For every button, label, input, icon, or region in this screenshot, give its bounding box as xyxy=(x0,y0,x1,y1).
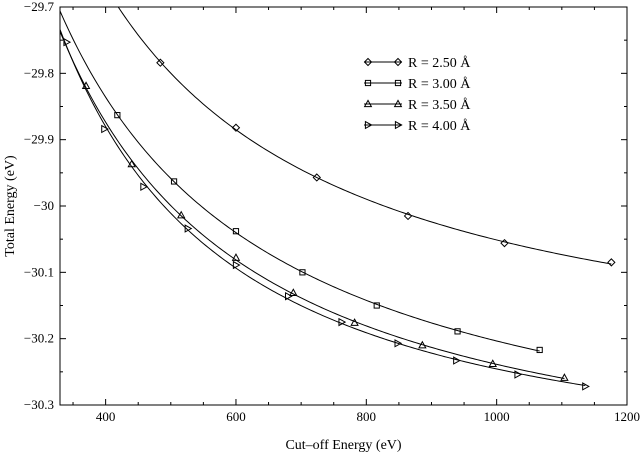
series-line xyxy=(60,31,565,380)
x-tick-label: 1000 xyxy=(484,409,510,424)
triangle-right-marker xyxy=(101,124,109,134)
x-tick-label: 400 xyxy=(96,409,116,424)
triangle-up-marker xyxy=(350,318,359,326)
y-tick-label: −29.8 xyxy=(24,65,54,80)
diamond-marker xyxy=(607,258,616,267)
triangle-up-marker xyxy=(393,99,403,108)
triangle-right-marker xyxy=(394,120,403,130)
square-marker xyxy=(299,269,306,276)
square-marker xyxy=(170,178,178,185)
square-marker xyxy=(373,302,380,309)
y-tick-label: −30.1 xyxy=(24,264,54,279)
diamond-marker xyxy=(393,57,403,67)
diamond-marker xyxy=(500,238,509,248)
square-marker xyxy=(454,328,461,335)
square-marker xyxy=(394,79,402,87)
series-markers xyxy=(63,37,616,391)
diamond-marker xyxy=(156,58,165,67)
triangle-up-marker xyxy=(418,340,427,349)
y-tick-label: −30 xyxy=(34,198,54,213)
plot-frame xyxy=(59,6,628,406)
x-tick-label: 600 xyxy=(226,409,246,424)
y-tick-label: −29.7 xyxy=(24,0,55,14)
y-axis-title: Total Energy (eV) xyxy=(3,155,18,257)
y-tick-label: −29.9 xyxy=(24,132,54,147)
square-marker xyxy=(536,346,543,354)
y-tick-label: −30.2 xyxy=(24,331,54,346)
triangle-right-marker xyxy=(232,260,241,270)
x-axis-title: Cut–off Energy (eV) xyxy=(285,438,401,453)
triangle-up-marker xyxy=(488,359,497,367)
triangle-right-marker xyxy=(338,317,347,327)
triangle-right-marker xyxy=(453,356,461,365)
square-marker xyxy=(114,112,121,119)
series-line xyxy=(60,29,586,387)
diamond-marker xyxy=(363,57,373,67)
legend-label: R = 3.50 Å xyxy=(408,97,471,113)
triangle-up-marker xyxy=(231,253,241,261)
square-marker xyxy=(364,79,372,87)
x-tick-label: 1200 xyxy=(614,409,640,424)
square-marker xyxy=(232,228,240,235)
triangle-right-marker xyxy=(63,37,72,47)
y-tick-label: −30.3 xyxy=(24,397,54,412)
triangle-up-marker xyxy=(289,288,298,296)
triangle-up-marker xyxy=(363,99,373,108)
triangle-right-marker xyxy=(285,291,293,301)
legend: R = 2.50 Å R = 3.00 Å R = 3.50 Å R = 4.00 Å xyxy=(363,55,471,134)
triangle-right-marker xyxy=(184,224,193,233)
triangle-up-marker xyxy=(127,159,136,168)
triangle-up-marker xyxy=(560,373,569,381)
triangle-up-marker xyxy=(81,81,91,90)
series-line xyxy=(117,7,612,265)
legend-label: R = 2.50 Å xyxy=(408,55,471,71)
diamond-marker xyxy=(231,123,241,132)
triangle-right-marker xyxy=(394,339,403,348)
triangle-right-marker xyxy=(140,182,149,192)
legend-label: R = 4.00 Å xyxy=(408,118,471,134)
legend-label: R = 3.00 Å xyxy=(408,76,471,92)
diamond-marker xyxy=(312,173,321,182)
series-lines xyxy=(60,7,612,387)
triangle-up-marker xyxy=(176,210,186,219)
triangle-right-marker xyxy=(514,370,523,379)
triangle-right-marker xyxy=(364,120,373,130)
triangle-right-marker xyxy=(582,382,590,391)
axis-ticks: 400 600 800 1000 1200 −29.7 −29.8 −29.9 −30 −30.1… xyxy=(24,0,640,424)
x-tick-label: 800 xyxy=(357,409,377,424)
diamond-marker xyxy=(403,211,413,221)
